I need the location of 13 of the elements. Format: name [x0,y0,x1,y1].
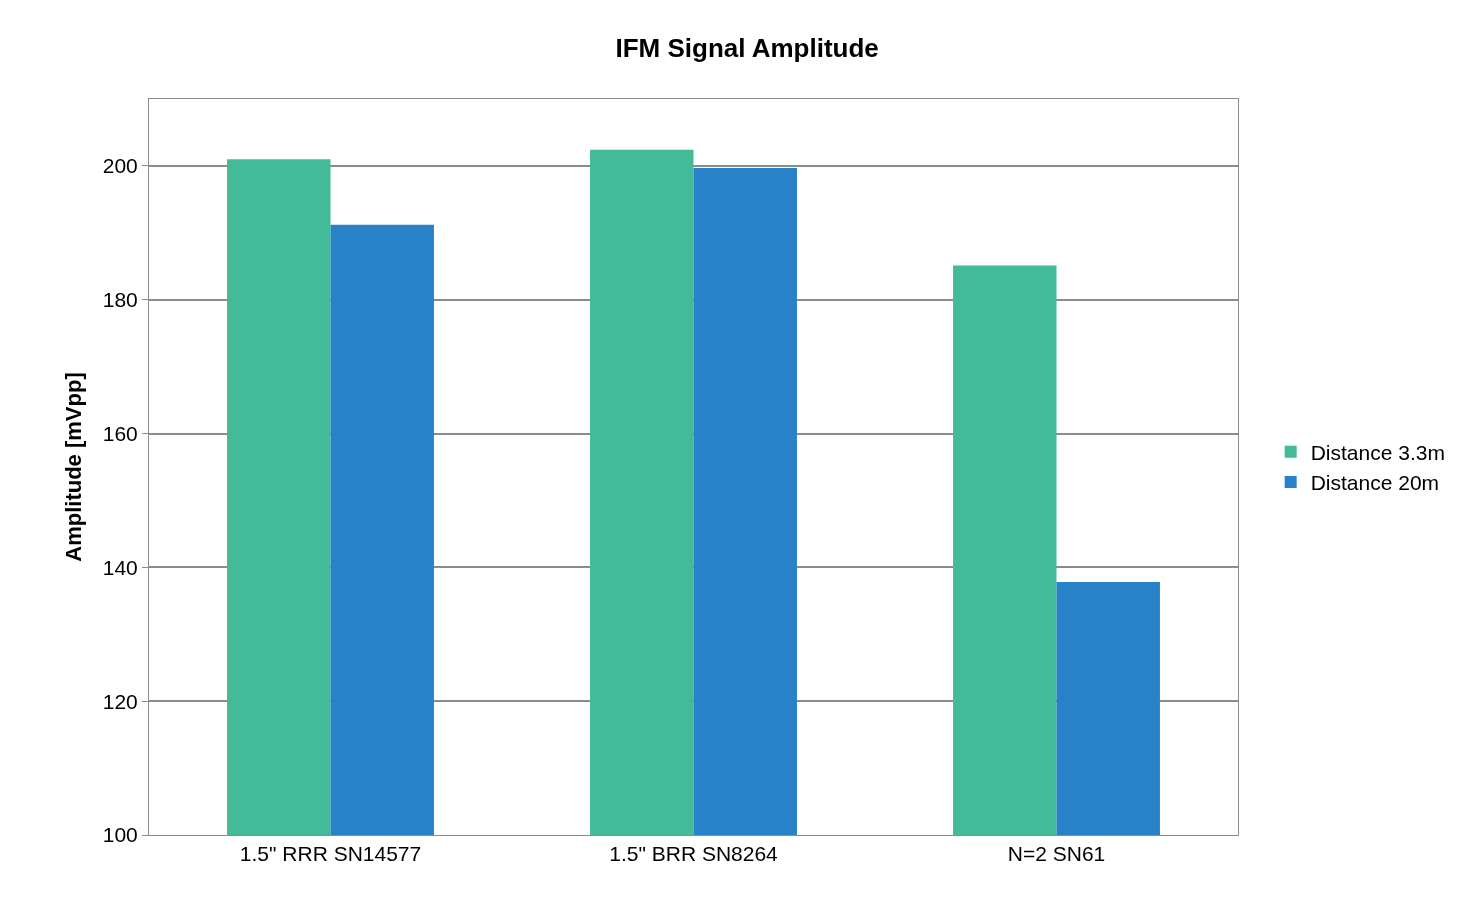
y-tick-label: 120 [102,689,138,713]
chart-title: IFM Signal Amplitude [615,32,879,63]
y-tick-label: 180 [102,288,138,312]
x-tick-label: 1.5" RRR SN14577 [239,842,422,866]
legend-label: Distance 20m [1310,471,1440,495]
y-tick-label: 140 [102,555,138,579]
y-tick-label: 100 [102,823,138,847]
y-tick-label: 200 [102,154,138,178]
y-tick-label: 160 [102,421,138,445]
y-axis-title: Amplitude [mVpp] [60,372,86,562]
x-tick-label: N=2 SN61 [1007,842,1106,866]
x-tick-label: 1.5" BRR SN8264 [609,842,779,866]
legend-label: Distance 3.3m [1310,440,1445,464]
